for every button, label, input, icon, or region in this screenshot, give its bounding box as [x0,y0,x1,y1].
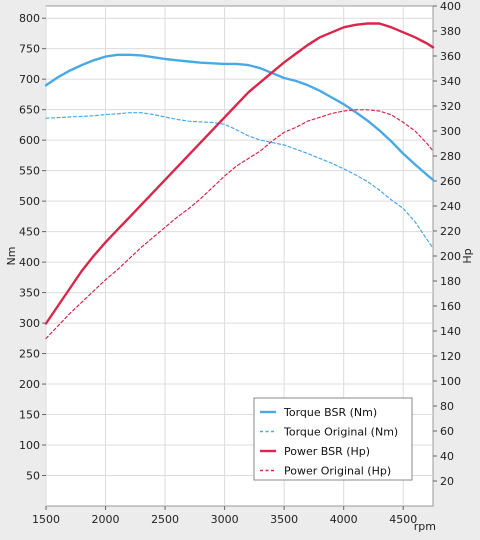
x-tick-label: 2500 [151,513,179,526]
y-right-tick-label: 140 [440,325,461,338]
y-axis-right-title: Hp [461,248,474,263]
y-right-tick-label: 100 [440,375,461,388]
y-right-tick-label: 60 [440,425,454,438]
y-axis-left-title: Nm [5,247,18,266]
y-right-tick-label: 40 [440,450,454,463]
y-right-tick-label: 300 [440,125,461,138]
series-lines [44,22,435,340]
y-right-tick-label: 280 [440,150,461,163]
y-left-tick-label: 150 [19,409,40,422]
legend-entry-label: Power Original (Hp) [284,465,391,478]
series-line-power-bsr-hp [44,22,435,325]
y-left-tick-label: 800 [19,12,40,25]
y-right-tick-label: 320 [440,100,461,113]
series-line-torque-original-nm [45,112,434,249]
y-left-tick-label: 50 [26,470,40,483]
y-right-tick-label: 120 [440,350,461,363]
series-line-power-original-hp [45,109,434,340]
y-right-tick-label: 180 [440,275,461,288]
y-left-tick-label: 400 [19,256,40,269]
x-tick-label: 4000 [330,513,358,526]
y-left-tick-label: 350 [19,287,40,300]
y-right-tick-label: 260 [440,175,461,188]
legend-entry-label: Power BSR (Hp) [284,445,370,458]
y-left-tick-label: 600 [19,134,40,147]
y-left-tick-label: 500 [19,195,40,208]
series-line-torque-bsr-nm [44,53,435,182]
legend-box [253,397,413,481]
x-tick-label: 2000 [92,513,120,526]
x-tick-label: 3000 [211,513,239,526]
y-left-tick-label: 700 [19,73,40,86]
y-left-tick-label: 650 [19,104,40,117]
legend: Torque BSR (Nm) Torque Original (Nm) Power… [253,397,413,481]
y-left-tick-label: 300 [19,317,40,330]
legend-entry-label: Torque Original (Nm) [283,426,398,439]
y-right-tick-label: 360 [440,50,461,63]
x-tick-label: 4500 [389,513,417,526]
y-right-tick-label: 400 [440,0,461,13]
y-right-tick-label: 220 [440,225,461,238]
y-right-tick-label: 160 [440,300,461,313]
right-axis: 20 40 60 80 100 120 140 160 180 200 220 240 260 280 30… [433,0,461,488]
y-right-tick-label: 240 [440,200,461,213]
x-axis-title: rpm [414,520,436,533]
x-axis: 1500 2000 2500 3000 3500 4000 4500 [32,506,417,526]
legend-entry-label: Torque BSR (Nm) [283,406,377,419]
left-axis: 50 100 150 200 250 300 350 400 450 500 550 600 650 70… [19,12,46,483]
y-left-tick-label: 550 [19,165,40,178]
y-left-tick-label: 450 [19,226,40,239]
y-right-tick-label: 20 [440,475,454,488]
x-tick-label: 1500 [32,513,60,526]
x-tick-label: 3500 [270,513,298,526]
y-right-tick-label: 380 [440,25,461,38]
y-right-tick-label: 200 [440,250,461,263]
y-right-tick-label: 80 [440,400,454,413]
y-left-tick-label: 200 [19,378,40,391]
y-right-tick-label: 340 [440,75,461,88]
y-left-tick-label: 750 [19,43,40,56]
y-left-tick-label: 250 [19,348,40,361]
y-left-tick-label: 100 [19,439,40,452]
